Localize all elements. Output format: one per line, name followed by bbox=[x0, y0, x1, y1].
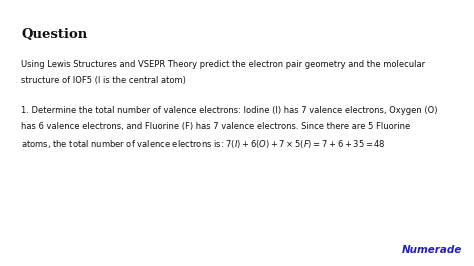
Text: Numerade: Numerade bbox=[402, 245, 462, 255]
Text: Question: Question bbox=[21, 28, 88, 41]
Text: 1. Determine the total number of valence electrons: Iodine (I) has 7 valence ele: 1. Determine the total number of valence… bbox=[21, 106, 438, 115]
Text: structure of IOF5 (I is the central atom): structure of IOF5 (I is the central atom… bbox=[21, 76, 186, 85]
Text: Using Lewis Structures and VSEPR Theory predict the electron pair geometry and t: Using Lewis Structures and VSEPR Theory … bbox=[21, 60, 426, 69]
Text: has 6 valence electrons, and Fluorine (F) has 7 valence electrons. Since there a: has 6 valence electrons, and Fluorine (F… bbox=[21, 122, 410, 131]
Text: atoms, the total number of valence electrons is: $7(I) + 6(O) + 7 \times 5(F) = : atoms, the total number of valence elect… bbox=[21, 138, 386, 150]
